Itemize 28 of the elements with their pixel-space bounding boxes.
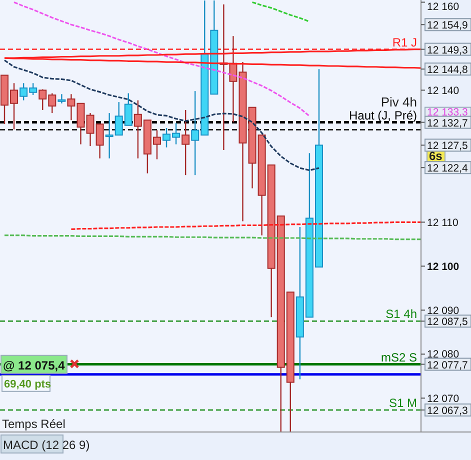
text: 12 133,3 (427, 106, 468, 118)
y-tick-label: 12 110 (427, 217, 458, 230)
y-tick-label: 12 090 (427, 305, 460, 318)
ref-line-label: S1 4h (386, 307, 417, 322)
annotation: Temps Réel (2, 417, 66, 431)
ref-line-label: mS2 S (380, 350, 417, 364)
y-tick-label: 12 149,3 (427, 44, 468, 56)
y-tick-label: 12 100 (427, 261, 460, 274)
y-tick-label: 12 160 (427, 1, 460, 13)
ref-line-label: S1 M (388, 396, 417, 410)
y-tick-label: 12 154,9 (427, 20, 468, 32)
annotation: 69,40 pts (4, 378, 52, 390)
y-tick-label: 12 140 (427, 85, 460, 98)
y-tick-label: 12 070 (427, 393, 460, 406)
ref-line-label: Haut (J, Pré) (348, 108, 418, 122)
y-tick-label: 12 122,4 (427, 162, 468, 175)
text: MACD (12 26 9) (3, 438, 90, 452)
y-tick-label: 12 080 (427, 348, 460, 360)
y-tick-label: 12 132,7 (427, 117, 468, 130)
y-tick-label: 12 144,8 (427, 64, 468, 76)
y-tick-label: 12 077,7 (427, 359, 468, 372)
annotation: @ 12 075,4 (3, 358, 66, 372)
ref-line-label: R1 J (392, 35, 417, 50)
y-tick-label: 12 127,5 (427, 140, 468, 152)
text: 6s (429, 148, 443, 163)
annotation: Piv 4h (380, 94, 417, 110)
y-tick-label: 12 067,3 (427, 405, 468, 418)
y-tick-label: 12 087,5 (427, 316, 468, 328)
